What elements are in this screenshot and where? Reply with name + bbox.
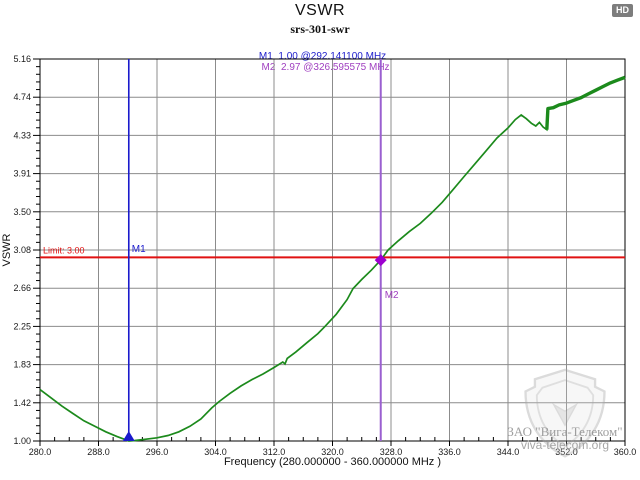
y-tick-label: 4.33 bbox=[13, 130, 31, 140]
marker-m1-triangle bbox=[122, 431, 135, 441]
x-tick-label: 312.0 bbox=[263, 447, 286, 457]
marker-readout: M1 1.00 @292.141100 MHz M2 2.97 @326.595… bbox=[0, 40, 640, 84]
marker-m1-label: M1 bbox=[132, 244, 146, 255]
hd-quality-badge[interactable]: HD bbox=[612, 4, 633, 17]
y-tick-label: 2.66 bbox=[13, 283, 31, 293]
marker-m1-readout: M1 1.00 @292.141100 MHz bbox=[258, 51, 387, 62]
y-tick-label: 3.50 bbox=[13, 207, 31, 217]
x-tick-label: 304.0 bbox=[204, 447, 227, 457]
x-tick-label: 344.0 bbox=[497, 447, 520, 457]
x-tick-label: 360.0 bbox=[614, 447, 637, 457]
watermark-shield-icon bbox=[524, 368, 606, 458]
y-tick-label: 5.16 bbox=[13, 54, 31, 64]
chart-title: VSWR bbox=[295, 2, 345, 19]
x-tick-label: 328.0 bbox=[380, 447, 403, 457]
x-tick-label: 296.0 bbox=[146, 447, 169, 457]
x-tick-label: 280.0 bbox=[29, 447, 52, 457]
chart-subtitle: srs-301-swr bbox=[290, 22, 350, 36]
y-tick-label: 1.00 bbox=[13, 436, 31, 446]
x-tick-label: 352.0 bbox=[555, 447, 578, 457]
marker-m2-label: M2 bbox=[385, 290, 399, 301]
marker-m2-diamond bbox=[374, 254, 387, 267]
y-tick-label: 4.74 bbox=[13, 92, 31, 102]
marker-m2-readout: M2 2.97 @326.595575 MHz bbox=[261, 62, 390, 73]
plot-border bbox=[39, 58, 626, 442]
y-tick-label: 1.83 bbox=[13, 360, 31, 370]
x-axis-title: Frequency (280.000000 - 360.000000 MHz ) bbox=[223, 456, 442, 468]
x-tick-label: 336.0 bbox=[438, 447, 461, 457]
vswr-trace bbox=[39, 108, 549, 442]
y-tick-label: 2.25 bbox=[13, 321, 31, 331]
y-tick-label: 3.91 bbox=[13, 169, 31, 179]
x-tick-label: 320.0 bbox=[321, 447, 344, 457]
limit-label: Limit: 3.00 bbox=[43, 245, 85, 255]
watermark-company: ЗАО "Вига-Телеком" bbox=[507, 424, 623, 439]
y-tick-label: 1.42 bbox=[13, 398, 31, 408]
y-axis-title: VSWR bbox=[1, 233, 13, 267]
watermark-site: viva-telecom.org bbox=[520, 438, 610, 452]
vswr-trace-noisy bbox=[545, 75, 626, 130]
y-tick-label: 3.08 bbox=[13, 245, 31, 255]
x-tick-label: 288.0 bbox=[87, 447, 110, 457]
